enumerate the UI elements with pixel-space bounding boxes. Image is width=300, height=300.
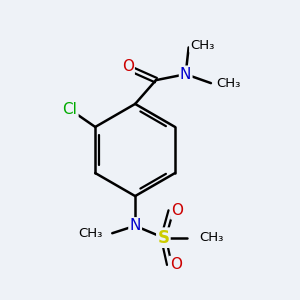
Text: CH₃: CH₃: [190, 39, 214, 52]
Text: Cl: Cl: [62, 102, 77, 117]
Text: CH₃: CH₃: [199, 231, 224, 244]
Text: O: O: [171, 203, 183, 218]
Text: CH₃: CH₃: [78, 227, 102, 240]
Text: CH₃: CH₃: [216, 76, 241, 90]
Text: O: O: [170, 257, 182, 272]
Text: S: S: [158, 229, 169, 247]
Text: N: N: [180, 67, 191, 82]
Text: O: O: [122, 59, 134, 74]
Text: N: N: [130, 218, 141, 233]
